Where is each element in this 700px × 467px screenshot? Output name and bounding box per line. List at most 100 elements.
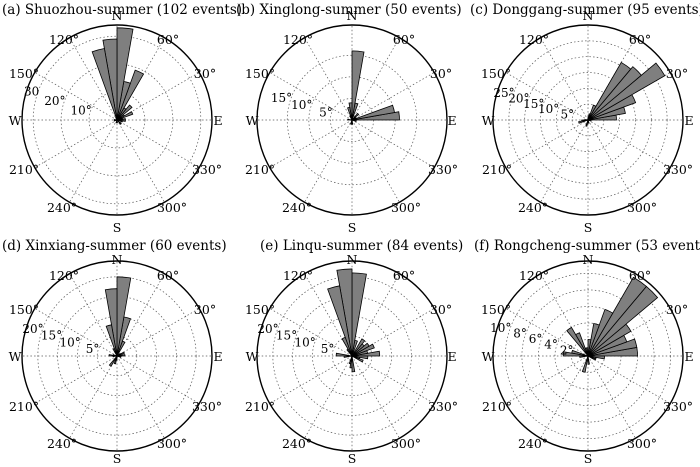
grid-spoke bbox=[69, 119, 118, 203]
angle-label-60: 60° bbox=[157, 32, 179, 47]
south-label: S bbox=[348, 220, 357, 235]
grid-spoke bbox=[269, 355, 353, 404]
rose-petal bbox=[116, 119, 122, 125]
rose-petal bbox=[587, 119, 592, 122]
south-label: S bbox=[113, 220, 122, 235]
grid-spoke bbox=[269, 72, 353, 121]
grid-spoke bbox=[34, 308, 118, 357]
grid-spoke bbox=[540, 37, 589, 121]
radial-tick-label: 5° bbox=[560, 108, 574, 122]
angle-label-120: 120° bbox=[283, 32, 313, 47]
rose-petal bbox=[587, 355, 590, 365]
grid-spoke bbox=[540, 119, 589, 203]
angle-label-300: 300° bbox=[627, 436, 657, 451]
outer-ring bbox=[492, 24, 684, 216]
rose-petal bbox=[347, 118, 353, 121]
radial-tick-label: 15° bbox=[523, 97, 544, 111]
rose-petals bbox=[91, 27, 145, 125]
grid-spoke bbox=[34, 355, 118, 404]
south-label: S bbox=[113, 451, 122, 466]
rose-petal bbox=[349, 115, 353, 121]
grid-spoke bbox=[351, 119, 435, 168]
rose-petal bbox=[562, 351, 589, 357]
angle-label-300: 300° bbox=[157, 200, 187, 215]
grid-ring bbox=[88, 91, 146, 149]
outer-ring bbox=[492, 260, 684, 452]
rose-petal bbox=[116, 276, 132, 357]
angle-label-60: 60° bbox=[157, 268, 179, 283]
angle-label-210: 210° bbox=[9, 162, 39, 177]
angle-label-330: 330° bbox=[663, 162, 693, 177]
south-label: S bbox=[584, 451, 593, 466]
angle-label-330: 330° bbox=[192, 162, 222, 177]
panel-title: (a) Shuozhou-summer (102 events) bbox=[2, 2, 242, 18]
angle-label-240: 240° bbox=[518, 436, 548, 451]
rose-petal bbox=[335, 352, 353, 357]
rose-petal bbox=[587, 322, 600, 357]
rose-petal bbox=[587, 355, 605, 360]
rose-petal bbox=[587, 339, 592, 357]
rose-petal bbox=[351, 355, 364, 363]
grid-spoke bbox=[587, 119, 636, 203]
polar-plot: 5° 10°15°20° N S E W 120° 60° 150° 30° 21… bbox=[9, 252, 223, 466]
radial-labels: 5° 10°15°20° bbox=[22, 322, 99, 356]
polar-plot: 5° 10°15°20° N S E W 120° 60° 150° 30° 21… bbox=[245, 252, 458, 466]
outer-ring bbox=[21, 24, 213, 216]
rose-petal bbox=[116, 352, 121, 357]
rose-petals bbox=[578, 61, 666, 127]
grid-spoke bbox=[351, 355, 435, 404]
rose-petal bbox=[351, 119, 357, 122]
rose-petal bbox=[116, 355, 122, 358]
angle-label-120: 120° bbox=[519, 32, 549, 47]
angle-label-300: 300° bbox=[391, 200, 421, 215]
rose-petal bbox=[343, 355, 353, 358]
angle-label-150: 150° bbox=[481, 66, 511, 81]
radial-tick-label: 5° bbox=[321, 342, 335, 356]
angle-label-150: 150° bbox=[9, 66, 39, 81]
north-label: N bbox=[347, 8, 358, 23]
grid-spoke bbox=[116, 308, 200, 357]
rose-petal bbox=[115, 116, 118, 121]
radial-tick-label: 15° bbox=[271, 91, 292, 105]
polar-plot: 2°4°6°8°10° N S E W 120° 60° 150° 30° 21… bbox=[481, 252, 694, 466]
rose-petal bbox=[115, 355, 118, 361]
panel-title: (b) Xinglong-summer (50 events) bbox=[236, 2, 462, 18]
east-label: E bbox=[684, 113, 693, 128]
radial-tick-label: 8° bbox=[513, 326, 527, 340]
angle-label-210: 210° bbox=[482, 399, 512, 414]
grid-spoke bbox=[587, 355, 636, 439]
rose-petal bbox=[587, 61, 632, 121]
rose-petal bbox=[585, 119, 589, 127]
grid-spoke bbox=[269, 119, 353, 168]
angle-label-30: 30° bbox=[666, 66, 688, 81]
angle-label-240: 240° bbox=[282, 200, 312, 215]
radial-tick-label: 20° bbox=[44, 94, 65, 108]
west-label: W bbox=[9, 113, 22, 128]
rose-petal bbox=[351, 112, 360, 121]
panel-title: (c) Donggang-summer (95 events) bbox=[470, 2, 700, 18]
angle-label-330: 330° bbox=[428, 162, 458, 177]
grid-spoke bbox=[540, 355, 589, 439]
angle-label-60: 60° bbox=[629, 32, 651, 47]
rose-petal bbox=[351, 355, 369, 360]
angle-label-150: 150° bbox=[9, 302, 39, 317]
angle-label-210: 210° bbox=[482, 162, 512, 177]
angle-label-300: 300° bbox=[157, 436, 187, 451]
angle-label-300: 300° bbox=[391, 436, 421, 451]
radial-tick-label: 15° bbox=[41, 329, 62, 343]
grid-spoke bbox=[505, 355, 589, 404]
east-label: E bbox=[684, 349, 693, 364]
angle-label-30: 30° bbox=[666, 302, 688, 317]
south-label: S bbox=[584, 220, 593, 235]
grid-spoke bbox=[505, 308, 589, 357]
south-label: S bbox=[348, 451, 357, 466]
grid-spoke bbox=[351, 119, 400, 203]
angle-label-120: 120° bbox=[519, 268, 549, 283]
rose-petal bbox=[351, 104, 395, 121]
grid-spoke bbox=[351, 355, 400, 439]
angle-label-120: 120° bbox=[283, 268, 313, 283]
rose-petal bbox=[113, 119, 118, 122]
panel-f: (f) Rongcheng-summer (53 events) 2°4°6°8… bbox=[474, 238, 700, 466]
radial-tick-label: 10° bbox=[538, 102, 559, 116]
